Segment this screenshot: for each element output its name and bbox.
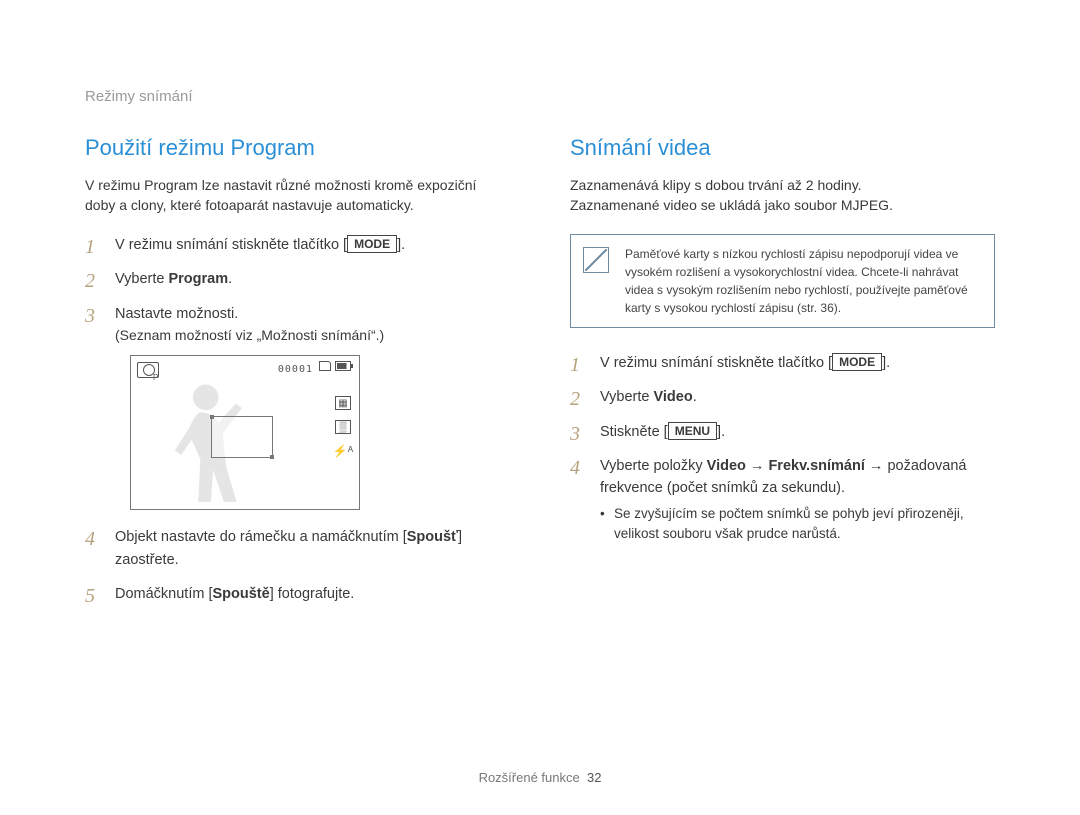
footer-label: Rozšířené funkce bbox=[479, 770, 580, 785]
page-footer: Rozšířené funkce 32 bbox=[0, 770, 1080, 785]
text: Domáčknutím [ bbox=[115, 586, 213, 602]
heading-program: Použití režimu Program bbox=[85, 135, 510, 161]
breadcrumb: Režimy snímání bbox=[85, 88, 995, 105]
text: Zaznamenané video se ukládá jako soubor … bbox=[570, 197, 893, 213]
left-step-5: 5 Domáčknutím [Spouště] fotografujte. bbox=[85, 583, 510, 605]
intro-right: Zaznamenává klipy s dobou trvání až 2 ho… bbox=[570, 175, 995, 216]
heading-video: Snímání videa bbox=[570, 135, 995, 161]
footer-page: 32 bbox=[587, 770, 601, 785]
focus-frame bbox=[211, 416, 273, 458]
resolution-icon: ▦ bbox=[335, 396, 351, 410]
text: Nastavte možnosti. bbox=[115, 306, 238, 322]
text: . bbox=[228, 271, 232, 287]
intro-left: V režimu Program lze nastavit různé možn… bbox=[85, 175, 510, 216]
shutter-bold-2: Spouště bbox=[213, 586, 270, 602]
right-step-1: 1 V režimu snímání stiskněte tlačítko [M… bbox=[570, 352, 995, 374]
arrow: → bbox=[746, 458, 769, 474]
text: Objekt nastavte do rámečku a namáčknutím… bbox=[115, 529, 407, 545]
mode-button-label: MODE bbox=[832, 353, 882, 371]
col-left: Použití režimu Program V režimu Program … bbox=[85, 135, 510, 618]
text: V režimu snímání stiskněte tlačítko [ bbox=[600, 355, 832, 371]
text: ]. bbox=[882, 355, 890, 371]
note-text: Paměťové karty s nízkou rychlostí zápisu… bbox=[625, 247, 968, 315]
menu-button-label: MENU bbox=[668, 422, 717, 440]
bullet-1: Se zvyšujícím se počtem snímků se pohyb … bbox=[614, 504, 995, 545]
right-step-4: 4 Vyberte položky Video → Frekv.snímání … bbox=[570, 455, 995, 544]
left-step-1: 1 V režimu snímání stiskněte tlačítko [M… bbox=[85, 234, 510, 256]
note-icon bbox=[583, 247, 609, 273]
lcd-counter: 00001 bbox=[278, 362, 313, 378]
sd-icon bbox=[319, 361, 331, 371]
lcd-right-icons: ▦ ▒ ⚡ᴬ bbox=[335, 396, 351, 458]
text: ]. bbox=[397, 237, 405, 253]
video-bold-2: Video bbox=[707, 458, 746, 474]
flash-icon: ⚡ᴬ bbox=[335, 444, 351, 458]
lcd-preview: P 00001 ▦ ▒ ⚡ᴬ bbox=[130, 355, 360, 510]
text: V režimu snímání stiskněte tlačítko [ bbox=[115, 237, 347, 253]
program-bold: Program bbox=[168, 271, 228, 287]
text: Vyberte bbox=[115, 271, 168, 287]
shutter-bold: Spoušť bbox=[407, 529, 458, 545]
battery-icon bbox=[335, 361, 351, 371]
text: ]. bbox=[717, 424, 725, 440]
right-step-2: 2 Vyberte Video. bbox=[570, 386, 995, 408]
text: Stiskněte [ bbox=[600, 424, 668, 440]
text: ] fotografujte. bbox=[270, 586, 355, 602]
grid-icon: ▒ bbox=[335, 420, 351, 434]
mode-button-label: MODE bbox=[347, 235, 397, 253]
text: Zaznamenává klipy s dobou trvání až 2 ho… bbox=[570, 177, 862, 193]
text: Vyberte bbox=[600, 389, 653, 405]
col-right: Snímání videa Zaznamenává klipy s dobou … bbox=[570, 135, 995, 618]
note-box: Paměťové karty s nízkou rychlostí zápisu… bbox=[570, 234, 995, 328]
right-step-3: 3 Stiskněte [MENU]. bbox=[570, 421, 995, 443]
text: (Seznam možností viz „Možnosti snímání“.… bbox=[115, 327, 384, 343]
left-step-3: 3 Nastavte možnosti. (Seznam možností vi… bbox=[85, 303, 510, 511]
left-step-2: 2 Vyberte Program. bbox=[85, 268, 510, 290]
camera-p-icon: P bbox=[153, 372, 158, 384]
text: . bbox=[693, 389, 697, 405]
text: Vyberte položky bbox=[600, 458, 707, 474]
left-step-4: 4 Objekt nastavte do rámečku a namáčknut… bbox=[85, 526, 510, 571]
frekv-bold: Frekv.snímání bbox=[768, 458, 864, 474]
video-bold: Video bbox=[653, 389, 692, 405]
